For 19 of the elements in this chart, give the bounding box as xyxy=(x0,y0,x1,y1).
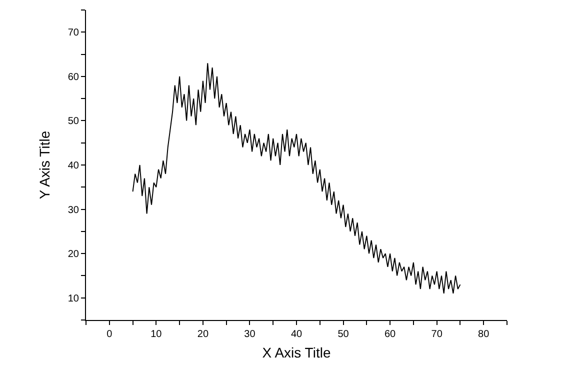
x-tick-label: 30 xyxy=(244,329,256,340)
x-tick-label: 50 xyxy=(338,329,350,340)
y-tick-label: 50 xyxy=(68,116,80,128)
y-tick-label: 70 xyxy=(68,28,80,39)
y-tick-label: 40 xyxy=(68,160,80,172)
x-tick-label: 40 xyxy=(290,329,302,340)
y-tick-label: 10 xyxy=(68,293,80,304)
y-tick-label: 20 xyxy=(68,249,80,260)
line-series xyxy=(132,62,461,294)
x-axis-title: X Axis Title xyxy=(262,344,331,360)
y-tick-label: 60 xyxy=(68,72,80,83)
x-tick-label: 60 xyxy=(384,329,396,340)
x-tick-label: 80 xyxy=(478,329,490,340)
y-tick-label: 30 xyxy=(68,204,80,216)
x-tick-label: 0 xyxy=(106,329,113,340)
x-tick-label: 10 xyxy=(150,329,162,340)
x-tick-label: 70 xyxy=(431,329,443,340)
x-tick-label: 20 xyxy=(197,329,209,340)
y-axis-title: Y Axis Title xyxy=(36,130,52,200)
